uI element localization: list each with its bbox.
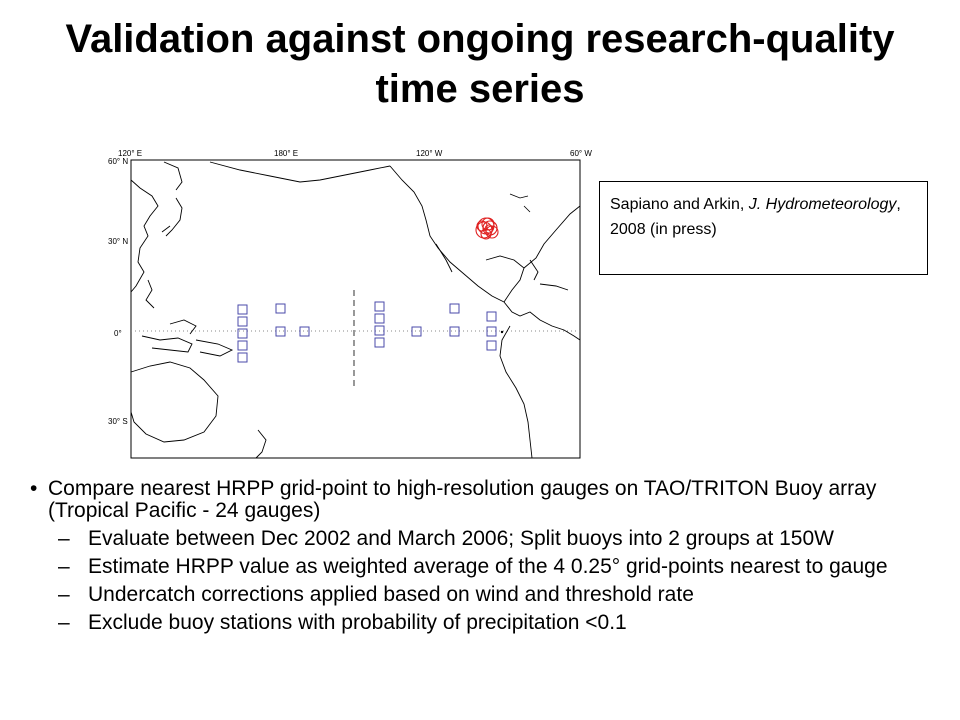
sub-bullet-text: Evaluate between Dec 2002 and March 2006… [88, 527, 834, 550]
buoy-markers [237, 301, 497, 363]
lat-label-30n: 30° N [108, 237, 128, 246]
lat-label-30s: 30° S [108, 417, 128, 426]
citation-journal: J. Hydrometeorology [748, 196, 897, 213]
sub-bullet: – Evaluate between Dec 2002 and March 200… [58, 527, 834, 550]
buoy-dot [500, 330, 504, 334]
lon-label-180e: 180° E [274, 149, 298, 158]
lon-label-120e: 120° E [118, 149, 142, 158]
great-lakes [509, 193, 531, 213]
citation-authors: Sapiano and Arkin, [610, 196, 749, 213]
sub-bullet-text: Estimate HRPP value as weighted average … [88, 555, 888, 578]
citation-box: Sapiano and Arkin, J. Hydrometeorology, … [599, 181, 928, 275]
lon-label-120w: 120° W [416, 149, 443, 158]
sub-bullet-list: – Evaluate between Dec 2002 and March 200… [30, 528, 940, 634]
main-bullet: • Compare nearest HRPP grid-point to hig… [30, 478, 940, 522]
sub-bullet-text: Undercatch corrections applied based on … [88, 583, 694, 606]
sub-bullet: – Undercatch corrections applied based on… [58, 583, 694, 606]
map-frame [130, 159, 581, 459]
gauge-cluster [475, 217, 499, 240]
bullet-dot: • [30, 477, 38, 500]
lat-label-60n: 60° N [108, 157, 128, 166]
coastlines [130, 161, 581, 459]
slide-title: Validation against ongoing research-qual… [65, 17, 895, 111]
citation-rest: , 2008 (in press) [610, 196, 901, 238]
pacific-map: 120° E 180° E 120° W 60° W 60° N 30° N 0… [100, 140, 610, 470]
main-bullet-text: Compare nearest HRPP grid-point to high-… [48, 477, 877, 522]
sub-bullet: – Estimate HRPP value as weighted average… [58, 555, 888, 578]
content-bullets: • Compare nearest HRPP grid-point to hig… [30, 478, 940, 640]
sub-bullet-text: Exclude buoy stations with probability o… [88, 611, 627, 634]
lon-label-60w: 60° W [570, 149, 592, 158]
lat-label-0: 0° [114, 329, 122, 338]
sub-bullet: – Exclude buoy stations with probability … [58, 611, 627, 634]
